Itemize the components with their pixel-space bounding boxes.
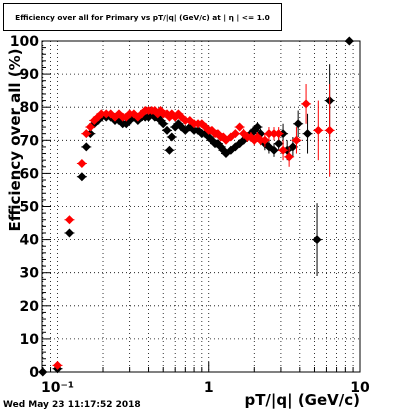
chart-title: Efficiency over all for Primary vs pT/|q…	[15, 12, 270, 22]
data-point	[230, 129, 240, 139]
data-point	[293, 119, 303, 129]
data-point	[164, 145, 174, 155]
data-point	[167, 132, 177, 142]
data-point	[180, 125, 190, 135]
data-point	[291, 135, 301, 145]
data-point	[274, 139, 284, 149]
y-tick-label: 40	[20, 233, 40, 249]
y-tick-label: 20	[20, 299, 40, 315]
data-point	[344, 36, 354, 46]
y-tick-label: 10	[20, 332, 40, 348]
y-tick-label: 30	[20, 266, 40, 282]
data-point	[264, 129, 274, 139]
footer-timestamp: Wed May 23 11:17:52 2018	[3, 400, 141, 410]
y-tick-label: 60	[20, 166, 40, 182]
data-point	[260, 135, 270, 145]
y-tick-label: 50	[20, 200, 40, 216]
data-point	[274, 129, 284, 139]
data-point	[288, 142, 298, 152]
grid	[42, 41, 360, 372]
data-point	[278, 145, 288, 155]
data-point	[325, 125, 335, 135]
data-point	[52, 360, 62, 370]
data-point	[252, 122, 262, 132]
data-series	[37, 36, 355, 377]
y-tick-label: 80	[20, 100, 40, 116]
y-tick-label: 70	[20, 133, 40, 149]
data-point	[38, 367, 48, 377]
x-tick-label: 10⁻¹	[41, 380, 74, 396]
series-2	[52, 84, 335, 370]
data-point	[284, 152, 294, 162]
chart-title-box: Efficiency over all for Primary vs pT/|q…	[3, 3, 282, 31]
data-point	[269, 145, 279, 155]
data-point	[85, 122, 95, 132]
data-point	[77, 172, 87, 182]
x-axis-label: pT/|q| (GeV/c)	[244, 391, 360, 410]
y-tick-label: 100	[10, 34, 39, 50]
data-point	[313, 125, 323, 135]
y-axis-label: Efficiency over all (%)	[6, 49, 24, 232]
data-point	[303, 129, 313, 139]
axis-ticks: 0 10 20 30 40 50 60 70 80 90 100 10⁻¹ 1 10	[10, 34, 370, 396]
data-point	[162, 125, 172, 135]
y-tick-label: 0	[29, 365, 39, 381]
x-tick-label: 1	[204, 380, 214, 396]
data-point	[77, 158, 87, 168]
data-point	[312, 235, 322, 245]
x-tick-label: 10	[350, 380, 370, 396]
data-point	[81, 142, 91, 152]
data-point	[64, 215, 74, 225]
data-point	[64, 228, 74, 238]
plot-border	[41, 40, 361, 373]
data-point	[235, 122, 245, 132]
y-tick-label: 90	[20, 67, 40, 83]
data-point	[301, 99, 311, 109]
plot-frame	[41, 40, 361, 373]
data-point	[158, 119, 168, 129]
data-point	[81, 129, 91, 139]
